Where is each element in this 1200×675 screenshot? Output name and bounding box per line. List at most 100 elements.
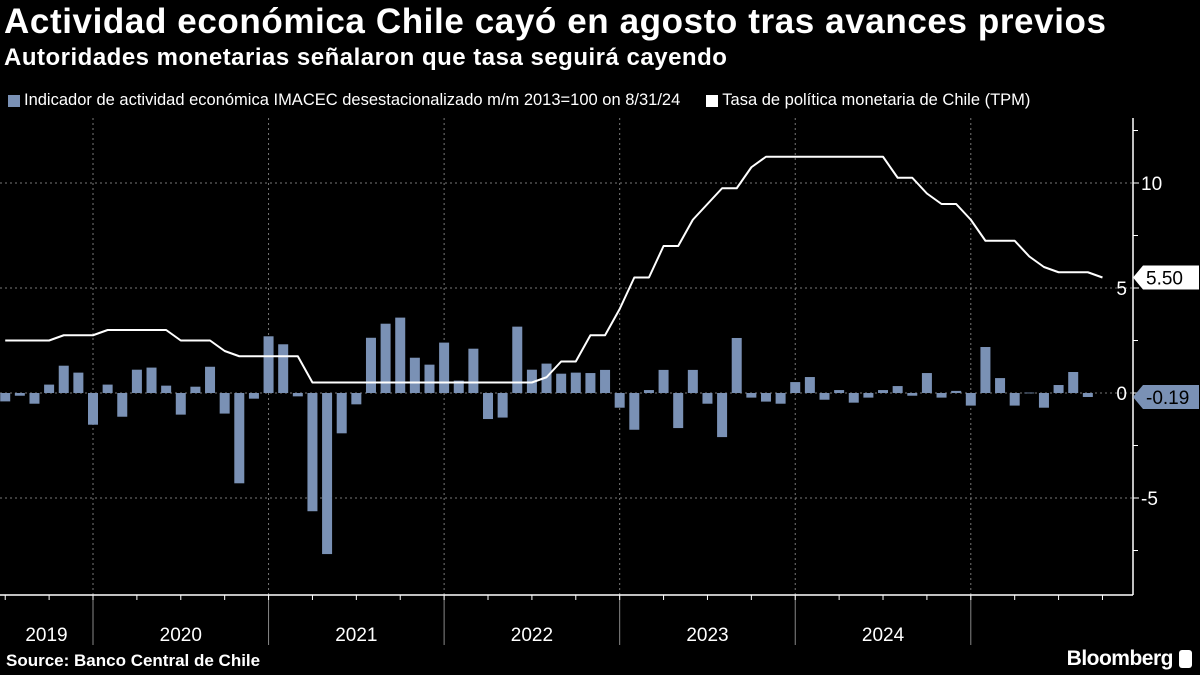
imacec-bar — [526, 369, 537, 393]
bloomberg-logo-text: Bloomberg — [1066, 647, 1174, 670]
value-labels: 5.50 -0.19 — [1133, 265, 1199, 409]
imacec-bar — [453, 380, 464, 393]
imacec-bar — [205, 366, 216, 393]
legend-item-imacec: Indicador de actividad económica IMACEC … — [8, 91, 680, 110]
legend-swatch-bar-icon — [8, 94, 20, 107]
y-tick-label: 0 — [1116, 384, 1127, 405]
tpm-last-value-label-tag — [1133, 265, 1199, 290]
imacec-bar — [263, 336, 274, 393]
imacec-bar — [863, 393, 874, 398]
imacec-bar — [1082, 393, 1093, 397]
imacec-bar — [497, 393, 508, 418]
imacec-bar — [673, 393, 684, 429]
imacec-bar — [278, 344, 289, 393]
imacec-bar — [951, 390, 962, 393]
imacec-bar — [117, 393, 128, 417]
x-tick-label: 2023 — [686, 625, 728, 646]
imacec-bar — [600, 369, 611, 393]
imacec-bar — [292, 393, 303, 397]
imacec-bar — [629, 393, 640, 430]
imacec-last-value-label: -0.19 — [1146, 388, 1189, 409]
y-tick-label: 5 — [1116, 279, 1127, 300]
imacec-bar — [322, 393, 333, 555]
x-tick-label: 2020 — [160, 625, 202, 646]
imacec-bar — [14, 393, 25, 396]
imacec-bar — [88, 393, 98, 425]
imacec-bar — [614, 393, 625, 408]
imacec-bar — [380, 323, 391, 393]
imacec-bar — [1053, 385, 1064, 393]
y-tick-label: 10 — [1141, 174, 1162, 195]
imacec-bar — [570, 372, 581, 393]
imacec-bar — [483, 393, 494, 420]
chart-title: Actividad económica Chile cayó en agosto… — [4, 2, 1107, 41]
x-tick-label: 2021 — [335, 625, 377, 646]
imacec-bar — [146, 367, 157, 393]
legend: Indicador de actividad económica IMACEC … — [8, 91, 1056, 110]
imacec-bar — [804, 377, 815, 393]
imacec-bars — [0, 317, 1093, 555]
imacec-bar — [131, 369, 142, 393]
imacec-bar — [731, 337, 742, 393]
imacec-bar — [775, 393, 786, 404]
imacec-bar — [190, 386, 201, 393]
imacec-bar — [1038, 393, 1049, 408]
imacec-bar — [58, 365, 69, 393]
imacec-bar — [351, 393, 362, 405]
imacec-bar — [468, 348, 479, 393]
imacec-bar — [439, 342, 450, 393]
legend-item-tpm: Tasa de política monetaria de Chile (TPM… — [706, 91, 1030, 110]
y-tick-label: -5 — [1141, 489, 1158, 510]
legend-swatch-line-icon — [706, 94, 719, 107]
tpm-line-group — [5, 155, 1103, 384]
imacec-bar — [687, 369, 698, 393]
imacec-bar — [834, 390, 845, 393]
imacec-bar — [643, 390, 654, 393]
imacec-bar — [556, 373, 567, 393]
imacec-bar — [73, 372, 84, 393]
imacec-bar — [717, 393, 728, 438]
chart-subtitle: Autoridades monetarias señalaron que tas… — [4, 44, 728, 71]
imacec-bar — [819, 393, 830, 400]
imacec-bar — [1009, 393, 1020, 406]
source-note: Source: Banco Central de Chile — [6, 651, 261, 670]
gridlines — [0, 118, 1133, 595]
x-tick-label: 2019 — [25, 625, 67, 646]
imacec-bar — [365, 337, 376, 393]
imacec-bar — [921, 373, 932, 393]
tpm-last-value-label: 5.50 — [1146, 269, 1183, 290]
imacec-bar — [234, 393, 245, 484]
imacec-bar — [248, 393, 259, 399]
bloomberg-logo: Bloomberg — [1067, 647, 1192, 671]
imacec-bar — [965, 393, 976, 406]
imacec-bar — [702, 393, 713, 404]
imacec-bar — [0, 393, 11, 402]
imacec-bar — [161, 385, 172, 393]
imacec-bar — [1024, 392, 1035, 394]
imacec-bar — [336, 393, 347, 434]
imacec-bar — [760, 393, 771, 402]
imacec-bar — [790, 382, 801, 393]
imacec-bar — [44, 384, 55, 393]
imacec-bar — [892, 386, 903, 393]
imacec-bar — [585, 373, 596, 393]
legend-label-tpm: Tasa de política monetaria de Chile (TPM… — [722, 91, 1031, 109]
imacec-bar — [658, 369, 669, 393]
imacec-bar — [409, 357, 420, 393]
imacec-bar — [878, 390, 889, 393]
imacec-bar — [1068, 372, 1079, 393]
imacec-bar — [424, 364, 435, 393]
imacec-bar — [936, 393, 947, 398]
imacec-last-value-label-tag — [1133, 384, 1199, 409]
tpm-line — [5, 155, 1103, 384]
imacec-bar — [746, 393, 757, 398]
imacec-bar — [29, 393, 40, 404]
imacec-bar — [175, 393, 186, 415]
imacec-bar — [980, 347, 991, 393]
imacec-bar — [512, 326, 523, 393]
imacec-bar — [995, 378, 1006, 393]
bloomberg-terminal-icon — [1179, 650, 1192, 668]
imacec-bar — [848, 393, 859, 403]
